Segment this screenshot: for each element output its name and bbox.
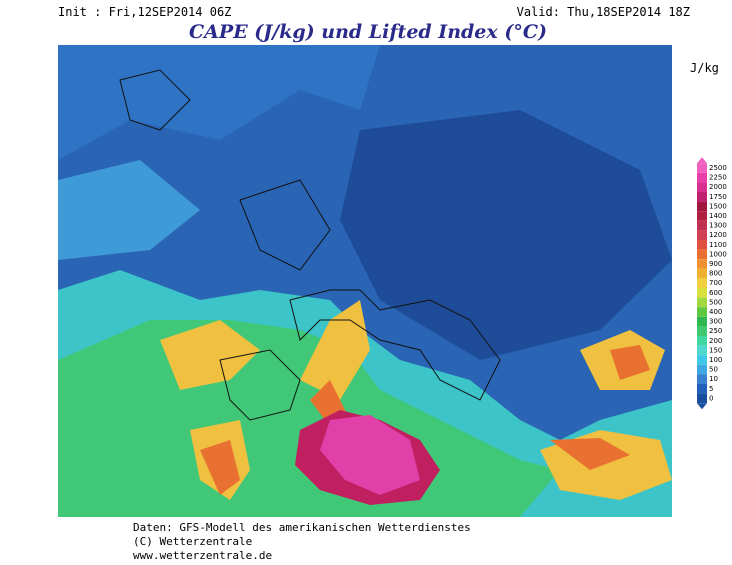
colorbar-label: 800: [709, 270, 722, 278]
colorbar-swatch: [697, 278, 707, 288]
colorbar-unit: J/kg: [690, 61, 719, 75]
colorbar-swatch: [697, 355, 707, 365]
map-area: [160, 300, 672, 500]
map-area: [320, 415, 420, 495]
colorbar-swatch: [697, 163, 707, 173]
colorbar-label: 5: [709, 385, 713, 393]
valid-time: Valid: Thu,18SEP2014 18Z: [517, 5, 690, 19]
colorbar-label: 10: [709, 375, 718, 383]
init-time: Init : Fri,12SEP2014 06Z: [58, 5, 231, 19]
colorbar-label: 250: [709, 327, 722, 335]
colorbar-label: 2000: [709, 183, 727, 191]
colorbar-swatch: [697, 259, 707, 269]
footer-line: (C) Wetterzentrale: [133, 535, 252, 548]
map-title: CAPE (J/kg) und Lifted Index (°C): [189, 21, 547, 43]
colorbar: 2500225020001750150014001300120011001000…: [697, 157, 727, 410]
colorbar-swatch: [697, 297, 707, 308]
colorbar-label: 150: [709, 346, 722, 354]
colorbar-swatch: [697, 182, 707, 192]
colorbar-label: 900: [709, 260, 722, 268]
colorbar-swatch: [697, 393, 707, 404]
colorbar-label: 1000: [709, 250, 727, 258]
colorbar-cap: [697, 403, 707, 410]
colorbar-label: 100: [709, 356, 722, 364]
colorbar-swatch: [697, 240, 707, 250]
footer-line: www.wetterzentrale.de: [133, 549, 272, 562]
colorbar-label: 1200: [709, 231, 727, 239]
colorbar-swatch: [697, 345, 707, 356]
colorbar-label: 1400: [709, 212, 727, 220]
coastline: [119, 69, 501, 421]
colorbar-swatch: [697, 326, 707, 336]
colorbar-label: 1300: [709, 222, 727, 230]
colorbar-label: 0: [709, 394, 713, 402]
colorbar-swatch: [697, 307, 707, 317]
colorbar-swatch: [697, 268, 707, 279]
colorbar-swatch: [697, 230, 707, 240]
colorbar-swatch: [697, 364, 707, 375]
colorbar-label: 50: [709, 366, 718, 374]
colorbar-label: 2250: [709, 174, 727, 182]
colorbar-swatch: [697, 211, 707, 221]
colorbar-label: 2500: [709, 164, 727, 172]
colorbar-label: 1750: [709, 193, 727, 201]
colorbar-swatch: [697, 374, 707, 384]
map-area: [340, 110, 672, 360]
colorbar-label: 1500: [709, 202, 727, 210]
colorbar-swatch: [697, 288, 707, 298]
map-area: [58, 160, 200, 260]
colorbar-label: 400: [709, 308, 722, 316]
colorbar-swatch: [697, 192, 707, 202]
colorbar-swatch: [697, 316, 707, 327]
colorbar-label: 200: [709, 337, 722, 345]
colorbar-swatch: [697, 336, 707, 346]
colorbar-label: 700: [709, 279, 722, 287]
colorbar-swatch: [697, 172, 707, 183]
colorbar-label: 1100: [709, 241, 727, 249]
colorbar-swatch: [697, 384, 707, 394]
colorbar-label: 300: [709, 318, 722, 326]
colorbar-label: 600: [709, 289, 722, 297]
footer-line: Daten: GFS-Modell des amerikanischen Wet…: [133, 521, 471, 534]
map: [58, 45, 672, 517]
map-area: [58, 45, 380, 160]
colorbar-swatch: [697, 220, 707, 231]
colorbar-cap: [697, 157, 707, 164]
colorbar-label: 500: [709, 298, 722, 306]
colorbar-swatch: [697, 249, 707, 260]
colorbar-swatch: [697, 201, 707, 212]
